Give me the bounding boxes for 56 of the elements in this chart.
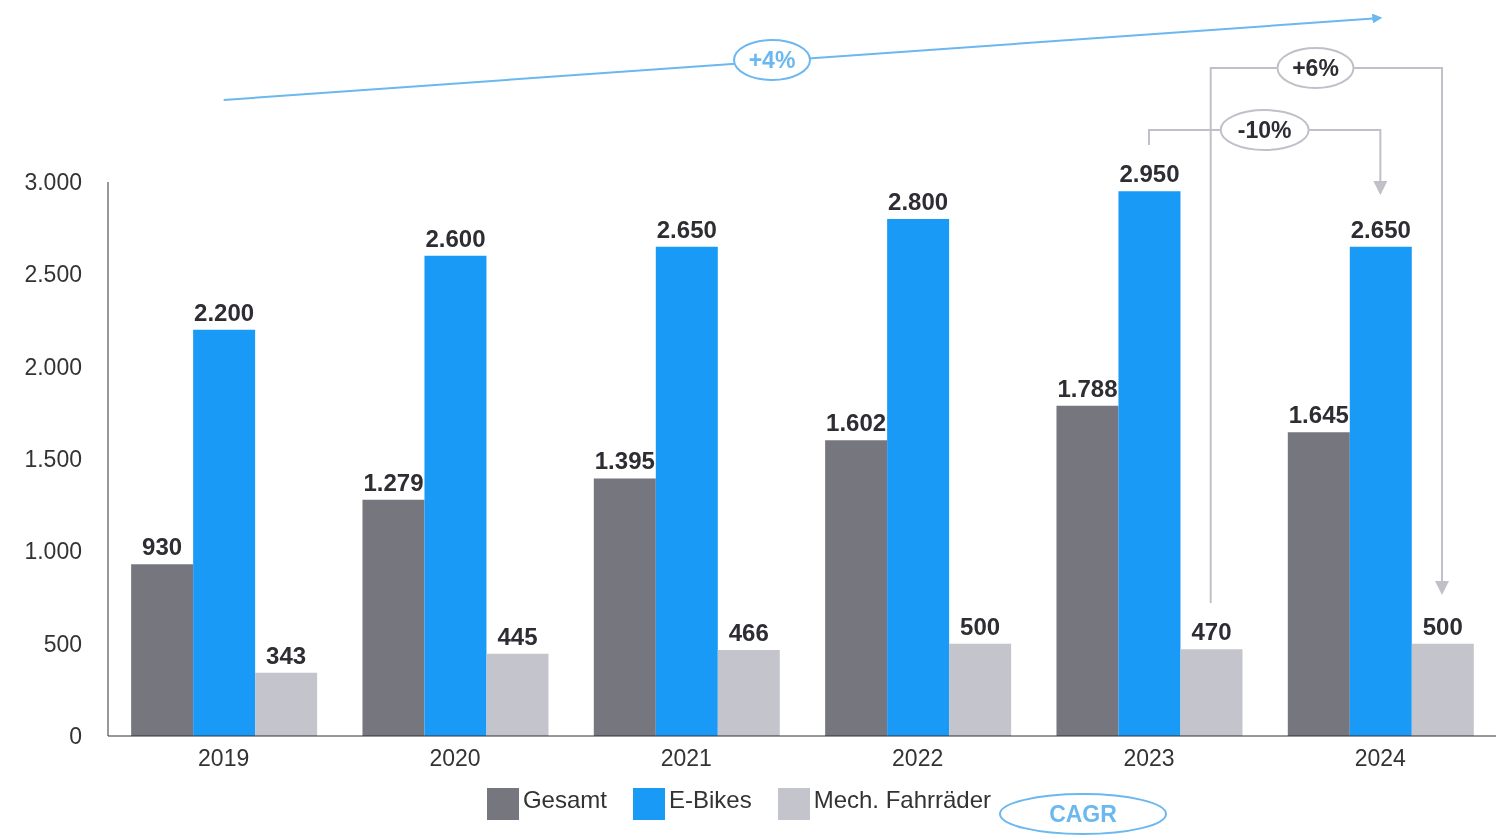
data-label: 2.200 [194,298,255,326]
data-label: 445 [497,622,538,650]
data-label: 1.602 [826,409,887,437]
y-tick-label: 2.000 [24,353,82,380]
legend-label: Mech. Fahrräder [813,786,992,813]
bar [655,246,718,736]
bar [949,643,1012,736]
legend-label: Gesamt [522,786,607,813]
x-tick-label: 2022 [892,745,944,772]
y-tick-label: 2.500 [24,261,82,288]
text: +4% [748,47,796,73]
bar [1349,246,1412,736]
bar [255,672,318,736]
y-tick-label: 1.000 [24,538,82,565]
data-label: 2.650 [656,215,717,243]
y-tick-label: 500 [43,630,82,657]
bar [1180,649,1243,736]
data-label: 2.650 [1350,215,1411,243]
x-tick-label: 2019 [198,745,250,772]
data-label: 2.600 [425,224,486,252]
bar [131,564,194,736]
bar [717,649,780,736]
y-tick-label: 3.000 [24,169,82,196]
bar [887,218,950,736]
bar [1411,643,1474,736]
data-label: 1.279 [363,468,424,496]
data-label: 930 [142,533,183,561]
data-label: 2.950 [1119,160,1180,188]
text: -10% [1237,117,1292,143]
data-label: 466 [728,618,769,646]
y-tick-label: 1.500 [24,446,82,473]
x-tick-label: 2021 [660,745,712,772]
data-label: 470 [1191,618,1232,646]
data-label: 500 [1422,612,1463,640]
x-tick-label: 2023 [1123,745,1175,772]
bar [424,255,487,736]
y-tick-label: 0 [69,723,82,750]
bar [1118,191,1181,736]
x-tick-label: 2024 [1354,745,1407,772]
bar [486,653,549,736]
data-label: 1.645 [1288,401,1349,429]
data-label: 2.800 [888,187,949,215]
bar [825,440,888,736]
bar [593,478,656,736]
text: CAGR [1049,801,1118,827]
legend-label: E-Bikes [668,786,752,813]
data-label: 1.788 [1057,374,1118,402]
data-label: 500 [960,612,1001,640]
data-label: 343 [266,641,307,669]
bar [1287,432,1350,736]
bar [1056,405,1119,736]
x-tick-label: 2020 [429,745,481,772]
data-label: 1.395 [594,447,655,475]
bar [362,499,425,736]
text: +6% [1292,55,1339,81]
bar [193,329,256,736]
